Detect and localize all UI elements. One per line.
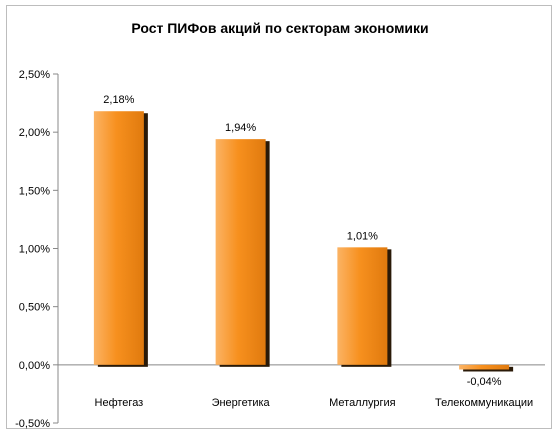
data-label: 2,18% — [103, 94, 134, 106]
x-tick-label: Энергетика — [212, 397, 271, 409]
data-label: -0,04% — [467, 376, 502, 388]
data-label: 1,94% — [225, 122, 256, 134]
y-tick-label: 0,00% — [19, 360, 50, 372]
y-tick-label: 0,50% — [19, 302, 50, 314]
y-tick-label: 1,50% — [19, 185, 50, 197]
bar — [459, 364, 510, 370]
y-tick-label: -0,50% — [15, 418, 50, 430]
x-tick-label: Телекоммуникации — [435, 397, 533, 409]
x-tick-label: Нефтегаз — [95, 397, 144, 409]
y-tick-label: 1,00% — [19, 244, 50, 256]
chart-title: Рост ПИФов акций по секторам экономики — [131, 20, 429, 36]
data-label: 1,01% — [347, 230, 378, 242]
x-tick-label: Металлургия — [329, 397, 396, 409]
y-tick-label: 2,50% — [19, 69, 50, 81]
bar — [337, 247, 388, 365]
bar — [215, 139, 266, 365]
bar — [93, 111, 144, 365]
y-tick-label: 2,00% — [19, 127, 50, 139]
